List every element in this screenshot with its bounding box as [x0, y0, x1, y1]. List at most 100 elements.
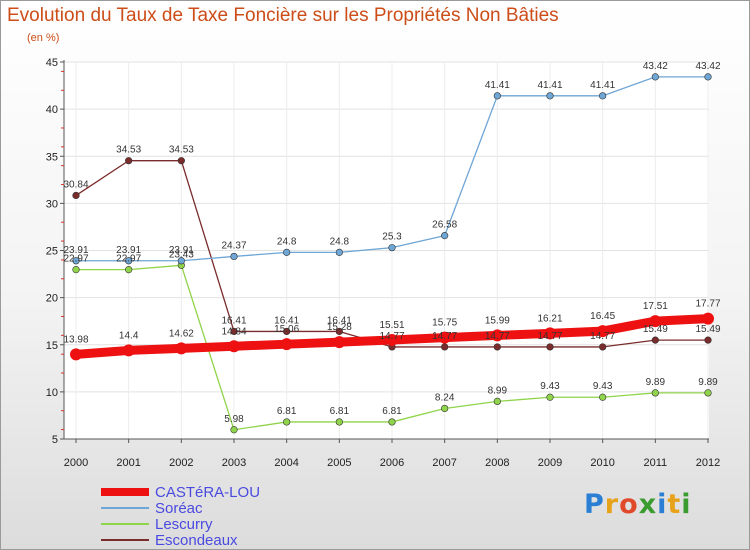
legend-label: Escondeaux — [155, 531, 238, 549]
data-point-sor-ac — [72, 257, 80, 265]
data-label-lescurry: 5.98 — [224, 414, 244, 425]
data-label-cast-ra-lou: 13.98 — [63, 334, 88, 345]
chart-title: Evolution du Taux de Taxe Foncière sur l… — [7, 5, 559, 26]
logo-letter: i — [657, 489, 668, 520]
y-tick-label: 25 — [46, 246, 58, 258]
data-label-lescurry: 9.89 — [698, 377, 718, 388]
legend-swatch-escondeaux — [101, 539, 149, 541]
data-point-sor-ac — [125, 257, 133, 265]
y-tick-label: 20 — [46, 293, 58, 305]
y-tick-label: 40 — [46, 104, 58, 116]
data-point-cast-ra-lou — [70, 348, 82, 361]
data-label-escondeaux: 16.41 — [221, 315, 246, 326]
data-label-escondeaux: 14.77 — [379, 331, 404, 342]
legend-item: CASTéRA-LOU — [101, 484, 260, 501]
legend-label: Lescurry — [155, 515, 213, 533]
data-label-cast-ra-lou: 15.99 — [485, 315, 510, 326]
x-tick-label: 2003 — [222, 457, 246, 469]
data-point-sor-ac — [283, 248, 291, 256]
proxiti-logo: Proxiti — [584, 489, 692, 520]
data-label-cast-ra-lou: 15.75 — [432, 318, 457, 329]
data-label-sor-ac: 23.91 — [116, 245, 141, 256]
legend-swatch-soreac — [101, 507, 149, 509]
legend-swatch-lescurry — [101, 523, 149, 525]
data-point-cast-ra-lou — [596, 325, 609, 338]
data-point-lescurry — [704, 389, 712, 397]
x-tick-label: 2010 — [590, 457, 614, 469]
unit-label: (en %) — [27, 32, 60, 44]
data-point-lescurry — [651, 389, 659, 397]
x-tick-label: 2011 — [644, 457, 668, 469]
y-tick-label: 15 — [46, 340, 58, 352]
plot-grid — [64, 61, 709, 440]
data-label-escondeaux: 34.53 — [116, 145, 141, 156]
data-point-lescurry — [441, 404, 449, 413]
data-label-escondeaux: 14.77 — [537, 331, 562, 342]
data-label-escondeaux: 14.77 — [432, 331, 457, 342]
data-label-lescurry: 9.43 — [540, 381, 560, 392]
data-point-lescurry — [493, 397, 501, 405]
data-point-escondeaux — [546, 343, 554, 351]
data-label-sor-ac: 24.8 — [330, 236, 350, 247]
data-label-lescurry: 6.81 — [382, 406, 402, 417]
data-point-escondeaux — [493, 343, 501, 351]
data-label-lescurry: 8.99 — [488, 385, 508, 396]
data-label-escondeaux: 16.41 — [327, 315, 352, 326]
data-label-cast-ra-lou: 16.45 — [590, 311, 615, 322]
data-label-lescurry: 9.43 — [593, 381, 613, 392]
data-label-cast-ra-lou: 17.77 — [695, 299, 720, 310]
data-point-cast-ra-lou — [280, 338, 293, 351]
data-label-lescurry: 6.81 — [277, 406, 297, 417]
data-point-cast-ra-lou — [544, 327, 556, 340]
data-point-escondeaux — [125, 157, 133, 165]
data-point-sor-ac — [599, 92, 607, 100]
x-tick-label: 2008 — [485, 457, 509, 469]
data-point-sor-ac — [493, 92, 501, 100]
data-label-sor-ac: 43.42 — [643, 61, 668, 72]
data-label-escondeaux: 15.49 — [695, 324, 720, 335]
data-label-cast-ra-lou: 15.06 — [274, 324, 299, 335]
series-layer — [70, 73, 714, 434]
data-label-sor-ac: 23.91 — [169, 245, 194, 256]
data-label-cast-ra-lou: 14.62 — [169, 328, 194, 339]
data-point-lescurry — [599, 393, 607, 401]
x-tick-label: 2006 — [380, 457, 404, 469]
data-point-cast-ra-lou — [491, 329, 504, 342]
y-tick-label: 10 — [46, 387, 58, 399]
data-point-sor-ac — [388, 244, 396, 252]
data-point-escondeaux — [335, 327, 343, 336]
x-tick-label: 2004 — [274, 457, 298, 469]
data-point-cast-ra-lou — [175, 342, 188, 355]
data-label-sor-ac: 23.91 — [63, 245, 88, 256]
x-tick-label: 2002 — [169, 457, 193, 469]
data-label-sor-ac: 41.41 — [590, 80, 615, 91]
data-label-escondeaux: 34.53 — [169, 145, 194, 156]
data-label-cast-ra-lou: 14.4 — [119, 330, 139, 341]
x-tick-label: 2005 — [327, 457, 351, 469]
y-tick-label: 30 — [46, 198, 58, 210]
data-label-lescurry: 22.97 — [63, 254, 88, 265]
logo-letter: x — [638, 489, 658, 520]
data-label-lescurry: 23.43 — [169, 249, 194, 260]
data-point-sor-ac — [704, 73, 712, 81]
data-label-cast-ra-lou: 15.51 — [379, 320, 404, 331]
data-point-sor-ac — [651, 73, 659, 81]
data-label-lescurry: 9.89 — [646, 377, 666, 388]
x-tick-label: 2000 — [64, 457, 88, 469]
data-label-sor-ac: 41.41 — [537, 80, 562, 91]
legend: CASTéRA-LOU Soréac Lescurry Escondeaux — [101, 484, 260, 549]
logo-letter: o — [619, 489, 639, 520]
x-tick-label: 2009 — [538, 457, 562, 469]
data-label-escondeaux: 16.41 — [274, 315, 299, 326]
data-labels-layer: 30.84 34.53 34.53 16.41 16.41 16.41 14.77 14.77… — [63, 61, 720, 425]
legend-label: Soréac — [155, 499, 203, 517]
data-point-cast-ra-lou — [228, 340, 240, 353]
data-label-escondeaux: 15.49 — [643, 324, 668, 335]
data-point-sor-ac — [230, 252, 238, 261]
data-label-cast-ra-lou: 17.51 — [643, 301, 668, 312]
data-label-lescurry: 6.81 — [330, 406, 350, 417]
data-label-escondeaux: 14.77 — [590, 331, 615, 342]
data-label-sor-ac: 24.37 — [221, 240, 246, 251]
data-point-escondeaux — [177, 157, 185, 165]
